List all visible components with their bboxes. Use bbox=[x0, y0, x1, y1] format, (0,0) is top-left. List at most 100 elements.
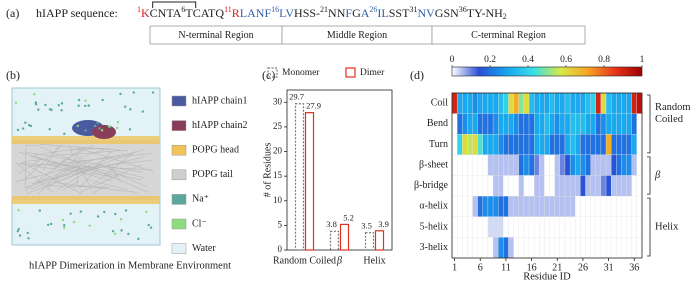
heatmap-cell bbox=[559, 175, 566, 197]
heatmap-cell bbox=[518, 216, 525, 238]
legend-label: hIAPP chain2 bbox=[192, 120, 247, 131]
heatmap-cell bbox=[456, 237, 463, 259]
sequence-segment: 16 bbox=[271, 5, 279, 14]
ion bbox=[137, 237, 140, 241]
heatmap-cell bbox=[549, 154, 555, 176]
heatmap-cell bbox=[636, 113, 643, 135]
x-tick-label: 16 bbox=[527, 262, 537, 273]
lipid-tail bbox=[21, 162, 82, 194]
lipid-tail bbox=[48, 155, 82, 189]
row-label: 5-helix bbox=[420, 221, 448, 232]
heatmap-cell bbox=[631, 237, 638, 259]
lipid-tail bbox=[92, 185, 106, 194]
heatmap-cell bbox=[605, 195, 612, 217]
heatmap-cell bbox=[564, 154, 571, 176]
heatmap-cell bbox=[564, 134, 571, 156]
heatmap-cell bbox=[569, 216, 576, 238]
sequence-segment: IL bbox=[377, 6, 388, 20]
heatmap-cell bbox=[585, 113, 591, 135]
ion bbox=[101, 98, 104, 102]
heatmap-cell bbox=[492, 154, 499, 176]
lipid-tail bbox=[40, 176, 48, 182]
heatmap-cell bbox=[456, 175, 463, 197]
x-tick-label: 21 bbox=[552, 262, 562, 273]
legend-swatch bbox=[345, 67, 356, 78]
sequence-segment: G bbox=[352, 6, 361, 20]
heatmap-cell bbox=[621, 92, 627, 114]
sequence-segment: A bbox=[361, 6, 370, 20]
lipid-tail bbox=[71, 156, 85, 170]
heatmap-cell bbox=[528, 92, 535, 114]
heatmap-cell bbox=[539, 154, 545, 176]
heatmap-cell bbox=[508, 92, 514, 114]
heatmap-cell bbox=[539, 237, 545, 259]
ion bbox=[21, 127, 25, 130]
sequence-label: hIAPP sequence: bbox=[36, 6, 118, 20]
heatmap-cell bbox=[580, 92, 586, 114]
heatmap-cell bbox=[523, 154, 530, 176]
heatmap-cell bbox=[554, 113, 560, 135]
ion bbox=[96, 215, 100, 218]
heatmap-cell bbox=[462, 113, 468, 135]
heatmap-cell bbox=[554, 134, 560, 156]
heatmap-cell bbox=[626, 92, 632, 114]
sequence-segment: 1 bbox=[137, 5, 141, 14]
heatmap-cell bbox=[621, 134, 627, 156]
x-tick-label: β bbox=[336, 255, 342, 266]
lipid-tail bbox=[52, 150, 122, 157]
heatmap-cell bbox=[585, 92, 591, 114]
legend-swatch bbox=[267, 67, 278, 78]
heatmap-cell bbox=[513, 237, 519, 259]
heatmap-cell bbox=[456, 134, 463, 156]
ion bbox=[151, 91, 155, 94]
heatmap-cell bbox=[503, 134, 509, 156]
heatmap-cell bbox=[595, 113, 602, 135]
heatmap-cell bbox=[600, 134, 607, 156]
heatmap-cell bbox=[569, 175, 576, 197]
value-label: 29.7 bbox=[289, 92, 304, 102]
ion bbox=[69, 212, 72, 215]
heatmap-cell bbox=[595, 134, 602, 156]
heatmap-cell bbox=[534, 195, 540, 217]
panel-label: (d) bbox=[410, 68, 424, 82]
heatmap-cell bbox=[590, 92, 596, 114]
panel-label: (c) bbox=[262, 68, 275, 82]
heatmap-cell bbox=[503, 195, 509, 217]
heatmap-cell bbox=[451, 216, 458, 238]
ion bbox=[50, 108, 53, 112]
heatmap-cell bbox=[534, 237, 540, 259]
heatmap-cell bbox=[636, 175, 643, 197]
ion bbox=[38, 209, 42, 212]
lipid-tail bbox=[69, 145, 73, 156]
heatmap-cell bbox=[472, 92, 478, 114]
colorbar-tick-label: 0 bbox=[450, 55, 455, 65]
heatmap-cell bbox=[477, 175, 483, 197]
heatmap-cell bbox=[503, 216, 509, 238]
lipid-tail bbox=[36, 160, 93, 183]
heatmap-cell bbox=[590, 216, 596, 238]
ion bbox=[124, 209, 128, 212]
group-label: Random bbox=[655, 102, 691, 113]
heatmap-cell bbox=[482, 92, 489, 114]
lipid-tail bbox=[39, 146, 150, 193]
heatmap-cell bbox=[528, 195, 535, 217]
heatmap-cell bbox=[513, 134, 519, 156]
ion bbox=[60, 102, 64, 105]
value-label: 5.2 bbox=[343, 212, 354, 222]
heatmap-cell bbox=[611, 113, 617, 135]
group-bracket bbox=[647, 94, 651, 154]
y-tick-label: 30 bbox=[273, 96, 283, 106]
bar bbox=[364, 232, 375, 251]
heatmap-cell bbox=[605, 154, 612, 176]
sequence-segment: SST bbox=[389, 6, 410, 20]
ion bbox=[96, 121, 99, 124]
legend-swatch bbox=[171, 194, 187, 205]
lipid-tail bbox=[62, 180, 80, 191]
heatmap-cell bbox=[528, 113, 535, 135]
lipid-tail bbox=[52, 161, 118, 177]
legend-label: Water bbox=[192, 243, 216, 254]
heatmap-cell bbox=[498, 195, 504, 217]
heatmap-cell bbox=[498, 154, 504, 176]
group-bracket bbox=[647, 197, 651, 257]
heatmap-cell bbox=[585, 134, 591, 156]
